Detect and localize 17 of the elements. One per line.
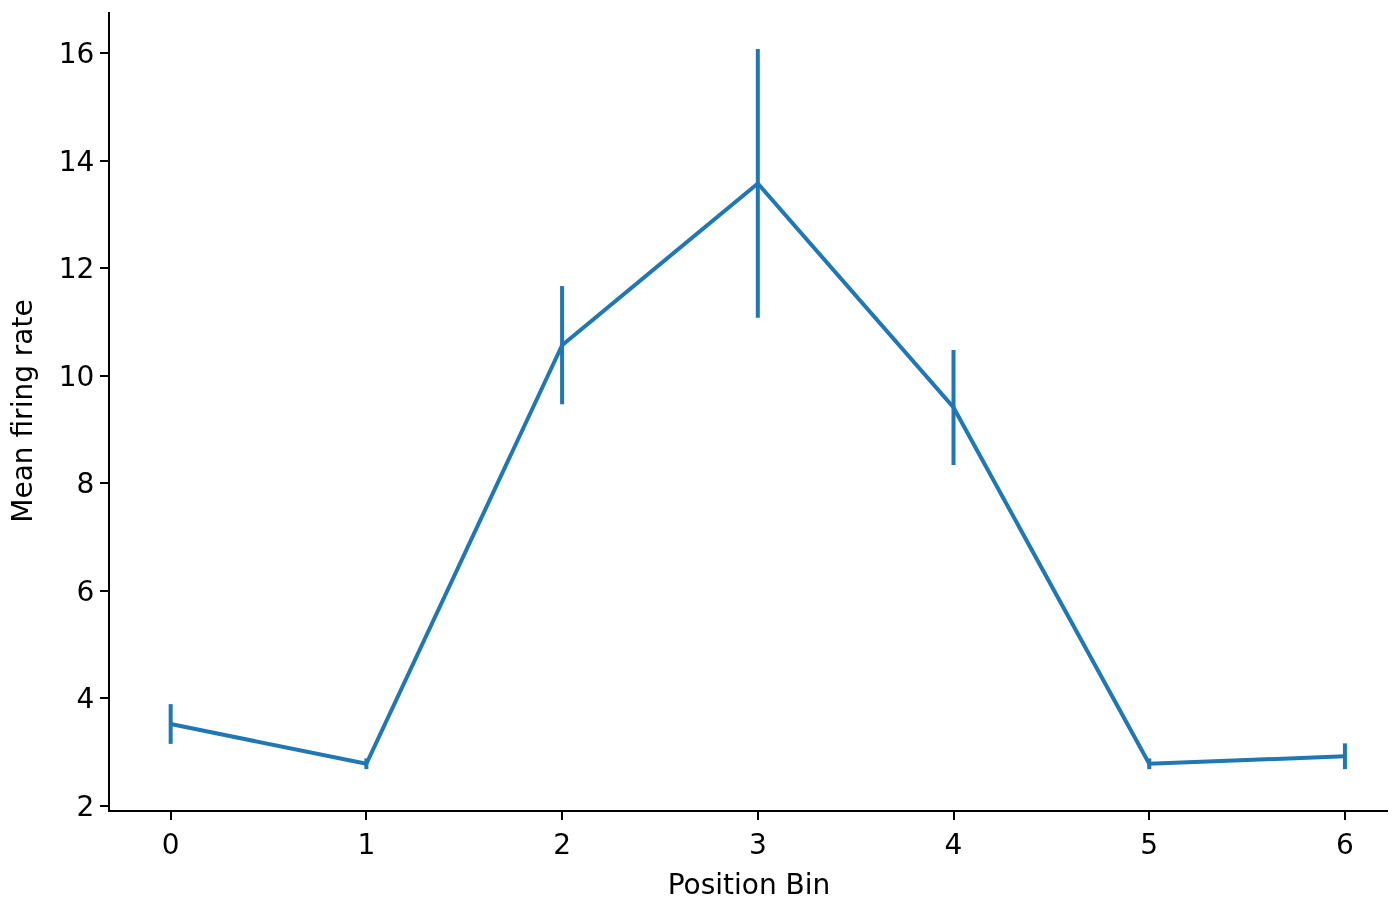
x-tick-label: 0 [161, 827, 180, 861]
y-tick-label: 6 [76, 574, 95, 608]
y-tick-label: 10 [58, 359, 95, 393]
y-tick-label: 2 [76, 789, 95, 823]
x-tick-label: 3 [748, 827, 767, 861]
x-tick-label: 2 [553, 827, 571, 861]
x-tick-label: 6 [1336, 827, 1354, 861]
x-tick-label: 4 [944, 827, 963, 861]
y-tick-label: 8 [76, 467, 95, 501]
x-tick-label: 5 [1140, 827, 1159, 861]
x-tick-label: 1 [357, 827, 376, 861]
y-axis-title: Mean firing rate [5, 299, 39, 523]
y-tick-label: 16 [58, 37, 95, 71]
x-axis-title: Position Bin [667, 868, 831, 902]
y-tick-label: 4 [76, 682, 95, 716]
y-tick-label: 14 [58, 144, 95, 178]
y-tick-label: 12 [58, 252, 95, 286]
